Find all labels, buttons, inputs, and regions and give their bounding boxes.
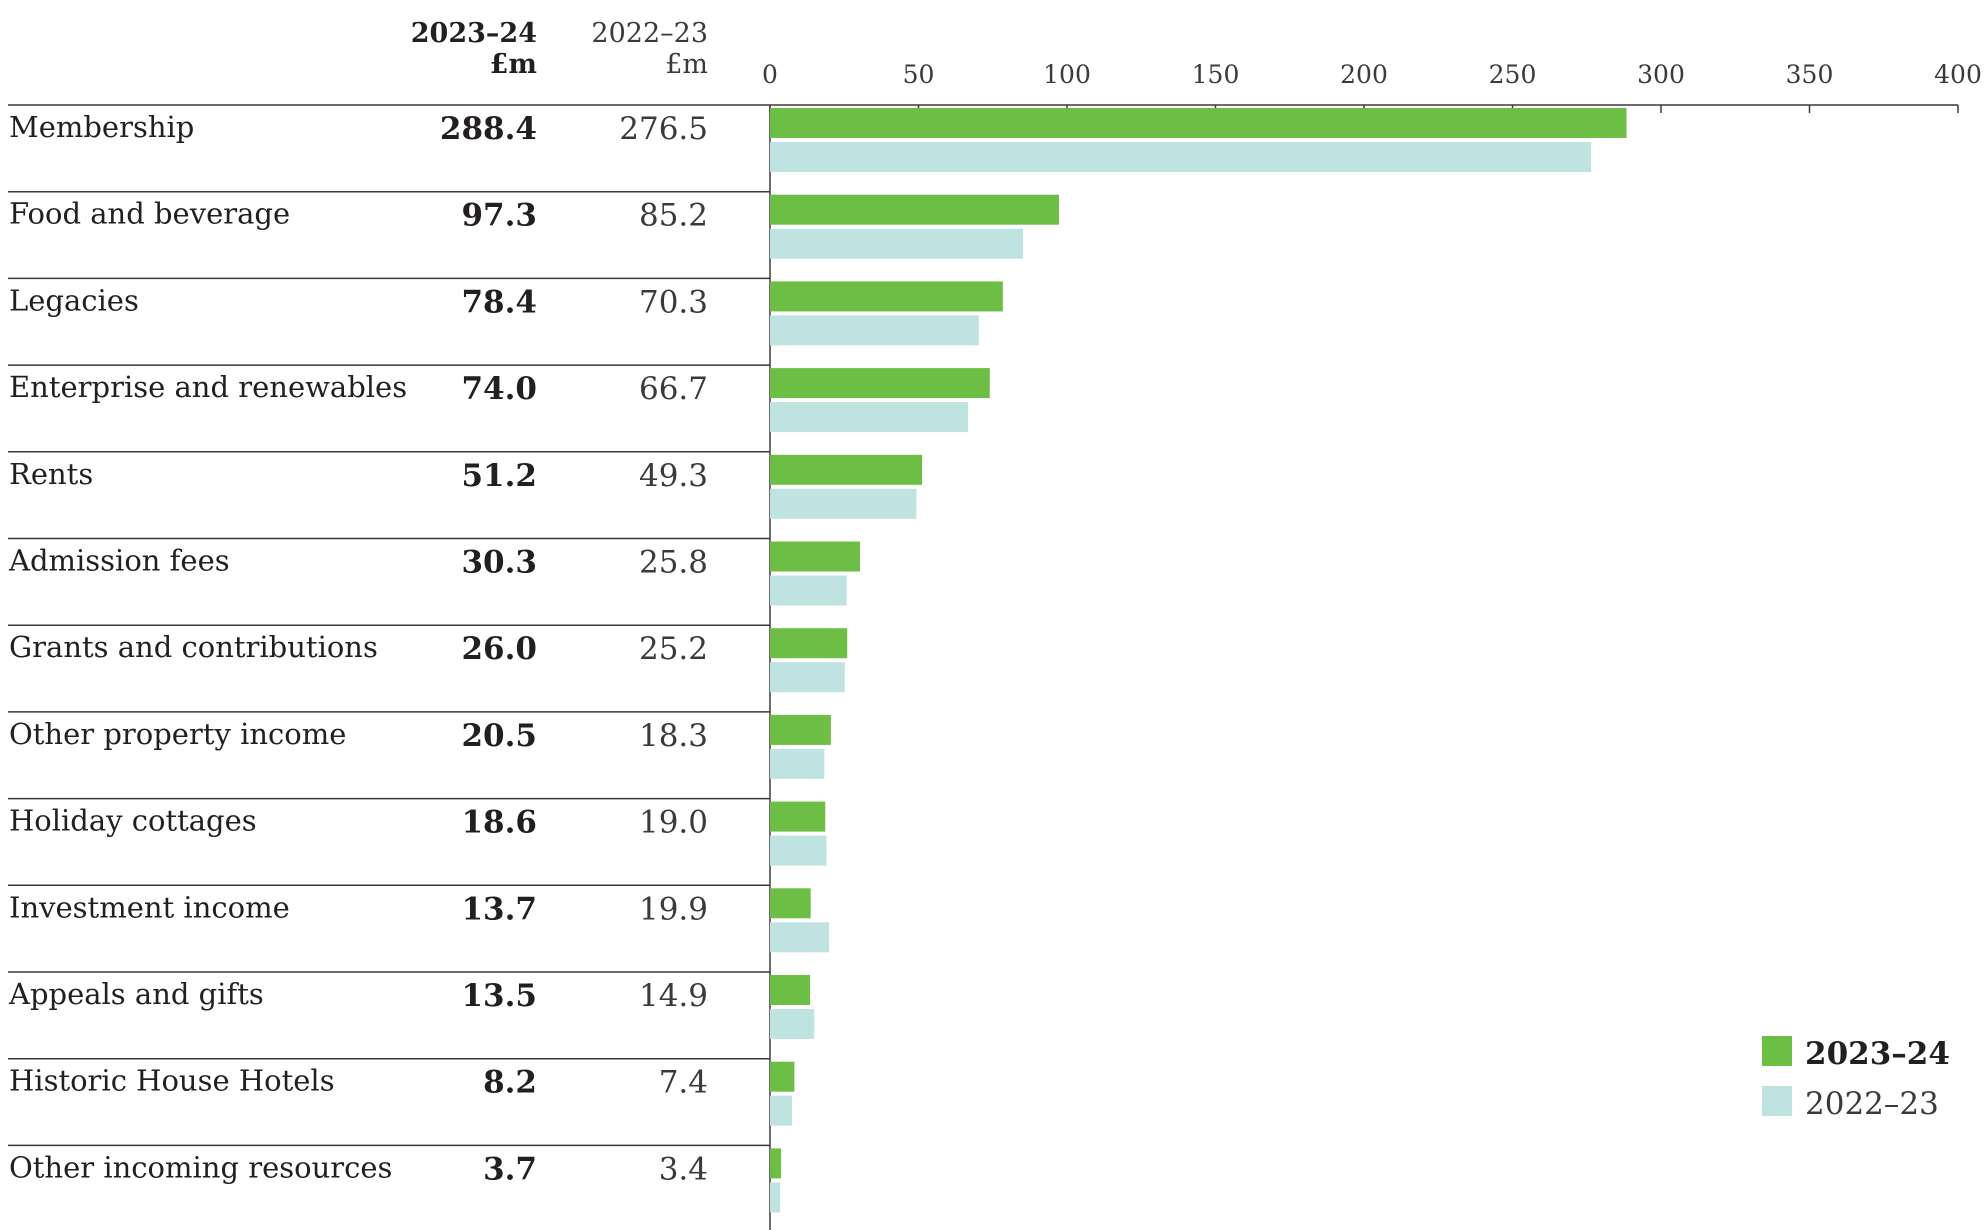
value-label-2023-24: 13.7 [461,891,537,927]
category-label: Appeals and gifts [8,977,264,1011]
legend-swatch-2023-24 [1762,1036,1792,1066]
category-rows: Membership 288.4 276.5 Food and beverage 97.… [8,105,1627,1230]
category-label: Rents [9,457,93,491]
bar-2022-23 [770,1095,792,1126]
x-axis-tick-label: 250 [1489,60,1537,89]
value-label-2023-24: 3.7 [483,1151,537,1187]
bar-2023-24 [770,281,1003,312]
category-label: Admission fees [8,544,230,578]
bar-2023-24 [770,1148,781,1179]
legend-label-2023-24: 2023–24 [1805,1036,1950,1072]
value-label-2023-24: 26.0 [461,631,537,667]
value-label-2022-23: 7.4 [659,1065,708,1101]
x-axis-tick-label: 200 [1340,60,1388,89]
category-label: Other property income [9,717,346,751]
x-axis-tick-label: 0 [762,60,778,89]
bar-2023-24 [770,888,811,919]
value-label-2022-23: 25.8 [639,545,708,581]
x-axis: 0 50 100 150 200 250 300 350 400 [8,60,1982,113]
category-label: Holiday cottages [9,804,257,838]
bar-2023-24 [770,1061,795,1092]
header-current-unit: £m [490,49,537,80]
value-label-2023-24: 13.5 [461,978,537,1014]
bar-2022-23 [770,315,979,346]
x-axis-tick-label: 100 [1043,60,1091,89]
bar-2023-24 [770,975,811,1005]
value-label-2022-23: 14.9 [639,978,708,1014]
value-label-2023-24: 51.2 [461,458,537,494]
bar-2023-24 [770,801,826,832]
value-label-2022-23: 18.3 [639,718,708,754]
bar-2023-24 [770,108,1627,138]
value-label-2023-24: 288.4 [440,111,537,147]
value-label-2023-24: 30.3 [461,545,537,581]
bar-2022-23 [770,142,1592,172]
column-headers: 2023–24 £m 2022–23 £m [411,18,708,80]
category-label: Membership [9,110,194,144]
value-label-2022-23: 66.7 [639,371,708,407]
header-previous-year: 2022–23 [591,18,708,49]
value-label-2022-23: 70.3 [639,284,708,320]
bar-2022-23 [770,228,1024,259]
bar-2022-23 [770,748,825,779]
bar-2022-23 [770,1009,815,1039]
bar-2022-23 [770,402,969,433]
x-axis-tick-label: 150 [1192,60,1240,89]
x-axis-tick-label: 400 [1934,60,1982,89]
value-label-2022-23: 49.3 [639,458,708,494]
value-label-2023-24: 97.3 [461,198,537,234]
x-axis-tick-label: 50 [903,60,935,89]
category-label: Historic House Hotels [9,1064,335,1098]
legend: 2023–24 2022–23 [1762,1036,1950,1122]
bar-2022-23 [770,575,847,606]
value-label-2023-24: 18.6 [461,805,537,841]
category-label: Food and beverage [9,197,290,231]
bar-2022-23 [770,488,917,519]
value-label-2023-24: 74.0 [461,371,537,407]
bar-2022-23 [770,662,845,693]
value-label-2022-23: 19.0 [639,805,708,841]
value-label-2022-23: 25.2 [639,631,708,667]
bar-2023-24 [770,541,860,572]
value-label-2023-24: 8.2 [483,1065,537,1101]
bar-2022-23 [770,1182,781,1213]
header-current-year: 2023–24 [411,18,537,49]
category-label: Investment income [9,890,290,924]
x-axis-tick-label: 300 [1637,60,1685,89]
x-axis-tick-label: 350 [1786,60,1834,89]
legend-swatch-2022-23 [1762,1086,1792,1116]
value-label-2022-23: 19.9 [639,891,708,927]
bar-2023-24 [770,628,848,659]
bar-2023-24 [770,368,990,399]
category-label: Other incoming resources [9,1150,392,1184]
value-label-2022-23: 276.5 [619,111,708,147]
bar-2023-24 [770,454,923,485]
bar-2023-24 [770,194,1059,225]
header-previous-unit: £m [665,49,708,80]
bar-2023-24 [770,714,831,745]
legend-label-2022-23: 2022–23 [1805,1086,1939,1122]
bar-2022-23 [770,922,830,953]
value-label-2022-23: 85.2 [639,198,708,234]
value-label-2023-24: 20.5 [461,718,537,754]
value-label-2022-23: 3.4 [659,1151,708,1187]
bar-2022-23 [770,835,827,866]
value-label-2023-24: 78.4 [461,284,537,320]
category-label: Grants and contributions [9,630,378,664]
category-label: Enterprise and renewables [9,370,407,404]
category-label: Legacies [9,283,139,317]
